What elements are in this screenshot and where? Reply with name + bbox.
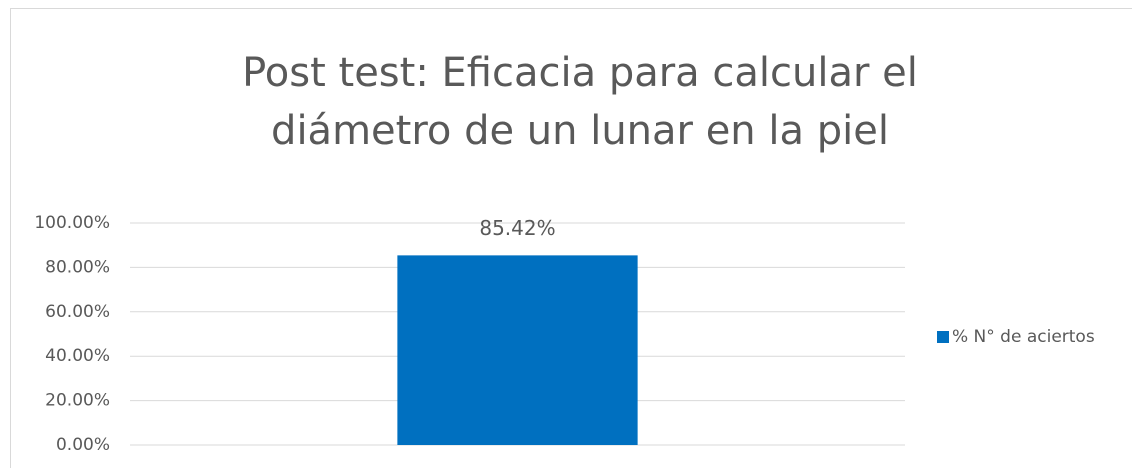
y-tick-label: 40.00% <box>45 346 110 366</box>
data-label: 85.42% <box>479 216 555 240</box>
legend-swatch <box>937 331 949 343</box>
bar <box>397 255 638 445</box>
chart-title: Post test: Eficacia para calcular el diá… <box>242 50 918 154</box>
y-tick-label: 60.00% <box>45 302 110 322</box>
y-tick-label: 20.00% <box>45 391 110 411</box>
y-tick-label: 0.00% <box>56 435 110 455</box>
y-tick-label: 100.00% <box>34 213 110 233</box>
y-tick-label: 80.00% <box>45 257 110 277</box>
chart-border <box>10 8 1132 468</box>
legend-label: % N° de aciertos <box>952 327 1095 347</box>
